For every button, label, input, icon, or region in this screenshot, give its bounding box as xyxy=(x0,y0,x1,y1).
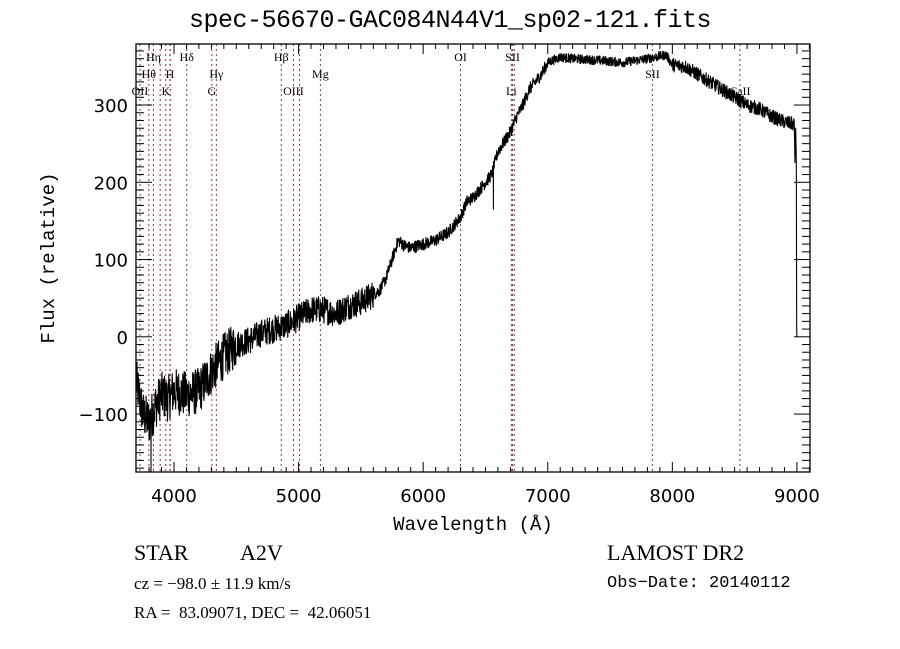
marker-label: Li xyxy=(506,84,517,98)
marker-label: Hθ xyxy=(142,67,157,81)
y-tick-label: 200 xyxy=(94,173,128,194)
x-tick-label: 9000 xyxy=(774,486,820,507)
object-class: STAR xyxy=(134,540,189,565)
x-tick-label: 5000 xyxy=(276,486,322,507)
y-tick-label: 300 xyxy=(94,96,128,117)
series-group xyxy=(135,50,798,473)
obs-date: Obs−Date: 20140112 xyxy=(607,574,791,593)
spectrum-line xyxy=(135,50,798,473)
axis-ticks xyxy=(136,44,810,472)
object-subclass: A2V xyxy=(240,540,283,565)
marker-label: Hγ xyxy=(209,67,224,81)
marker-label: Hβ xyxy=(274,50,289,64)
y-tick-label: 0 xyxy=(117,328,128,349)
marker-label: OII xyxy=(132,84,149,98)
x-tick-label: 7000 xyxy=(525,486,571,507)
tick-labels: 4000 5000 6000 7000 8000 9000 −100 0 100 200 300 xyxy=(79,96,820,507)
marker-label: Mg xyxy=(312,67,329,81)
y-tick-label: 100 xyxy=(94,251,128,272)
marker-label: SII xyxy=(645,67,660,81)
marker-label: K xyxy=(161,84,170,98)
marker-label: OI xyxy=(454,50,467,64)
y-tick-label: −100 xyxy=(79,405,128,426)
redshift-info: cz = −98.0 ± 11.9 km/s xyxy=(134,574,291,593)
marker-label: Hδ xyxy=(180,50,195,64)
marker-label: G xyxy=(208,84,217,98)
coordinates-info: RA = 83.09071, DEC = 42.06051 xyxy=(134,603,372,622)
x-axis-label: Wavelength (Å) xyxy=(393,514,553,536)
x-tick-label: 6000 xyxy=(400,486,446,507)
plot-frame xyxy=(135,43,811,473)
y-axis-label: Flux (relative) xyxy=(38,172,60,343)
chart-title: spec-56670-GAC084N44V1_sp02-121.fits xyxy=(188,6,712,35)
x-tick-label: 8000 xyxy=(649,486,695,507)
survey-name: LAMOST DR2 xyxy=(607,540,745,565)
marker-label: Hη xyxy=(146,50,161,64)
marker-label: SII xyxy=(505,50,520,64)
marker-label: H xyxy=(166,67,175,81)
x-tick-label: 4000 xyxy=(151,486,197,507)
marker-label: OIII xyxy=(283,84,304,98)
